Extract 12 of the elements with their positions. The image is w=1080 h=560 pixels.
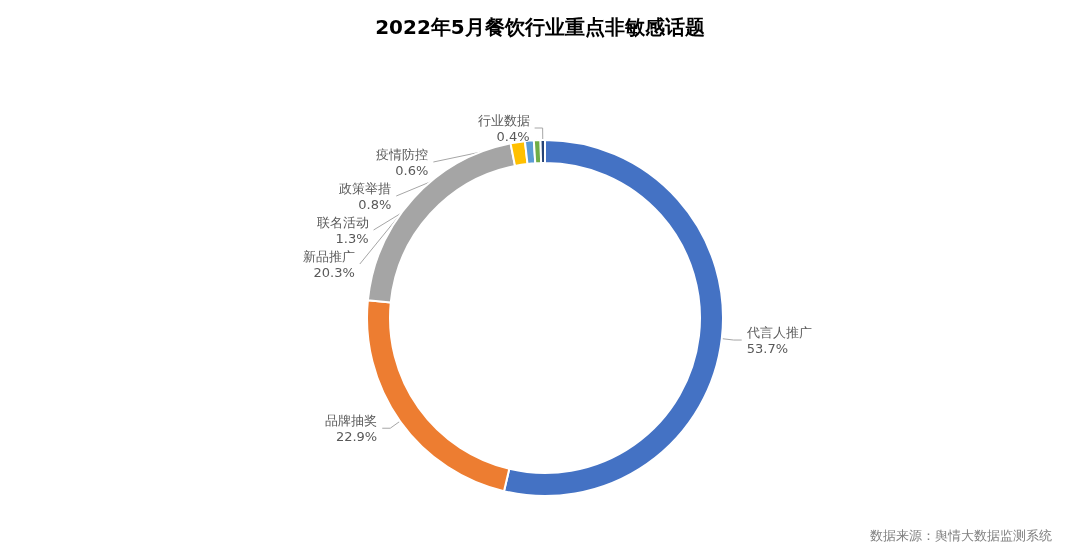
slice-label: 代言人推广: [745, 324, 812, 340]
source-note: 数据来源：舆情大数据监测系统: [870, 528, 1052, 543]
slice-label: 行业数据: [477, 112, 530, 128]
slice-label: 品牌抽奖: [325, 412, 378, 428]
data-label: 53.7%: [746, 340, 789, 356]
data-label: 20.3%: [313, 264, 355, 280]
data-label: 22.9%: [335, 428, 378, 444]
chart-title: 2022年5月餐饮行业重点非敏感话题: [375, 15, 705, 39]
slice-label: 新品推广: [302, 248, 355, 264]
data-label: 1.3%: [335, 230, 369, 246]
data-label: 0.4%: [496, 128, 530, 144]
slice-label: 联名活动: [316, 214, 369, 230]
